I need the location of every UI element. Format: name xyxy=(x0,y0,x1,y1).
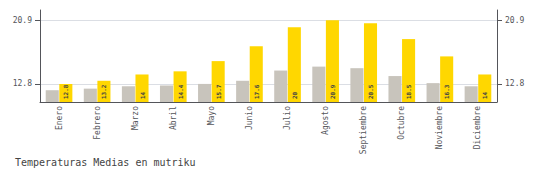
svg-text:Abril: Abril xyxy=(169,106,178,130)
svg-text:12.8: 12.8 xyxy=(505,79,524,88)
svg-text:Septiembre: Septiembre xyxy=(359,106,368,154)
svg-text:14.4: 14.4 xyxy=(177,84,184,99)
svg-text:14: 14 xyxy=(481,91,488,99)
svg-text:Marzo: Marzo xyxy=(131,106,140,130)
svg-text:12.8: 12.8 xyxy=(13,79,32,88)
svg-text:Mayo: Mayo xyxy=(207,106,216,125)
svg-text:20.9: 20.9 xyxy=(505,16,524,25)
svg-text:20.9: 20.9 xyxy=(329,84,336,99)
svg-text:16.3: 16.3 xyxy=(443,84,450,99)
svg-text:20.5: 20.5 xyxy=(367,84,374,99)
svg-text:Junio: Junio xyxy=(245,106,254,130)
svg-text:15.7: 15.7 xyxy=(215,84,222,99)
svg-text:Agosto: Agosto xyxy=(321,106,330,135)
svg-text:17.6: 17.6 xyxy=(253,84,260,99)
svg-text:Febrero: Febrero xyxy=(93,106,102,140)
svg-text:Noviembre: Noviembre xyxy=(435,106,444,150)
svg-text:14: 14 xyxy=(139,91,146,99)
svg-text:Diciembre: Diciembre xyxy=(473,106,482,150)
svg-text:Enero: Enero xyxy=(55,106,64,130)
svg-text:Julio: Julio xyxy=(283,106,292,130)
svg-text:18.5: 18.5 xyxy=(405,84,412,99)
svg-text:13.2: 13.2 xyxy=(100,84,107,99)
svg-text:20.9: 20.9 xyxy=(13,16,32,25)
svg-text:Temperaturas Medias en mutriku: Temperaturas Medias en mutriku xyxy=(15,157,196,168)
svg-text:12.8: 12.8 xyxy=(62,84,69,99)
svg-text:Octubre: Octubre xyxy=(397,106,406,140)
svg-text:20: 20 xyxy=(291,91,298,99)
